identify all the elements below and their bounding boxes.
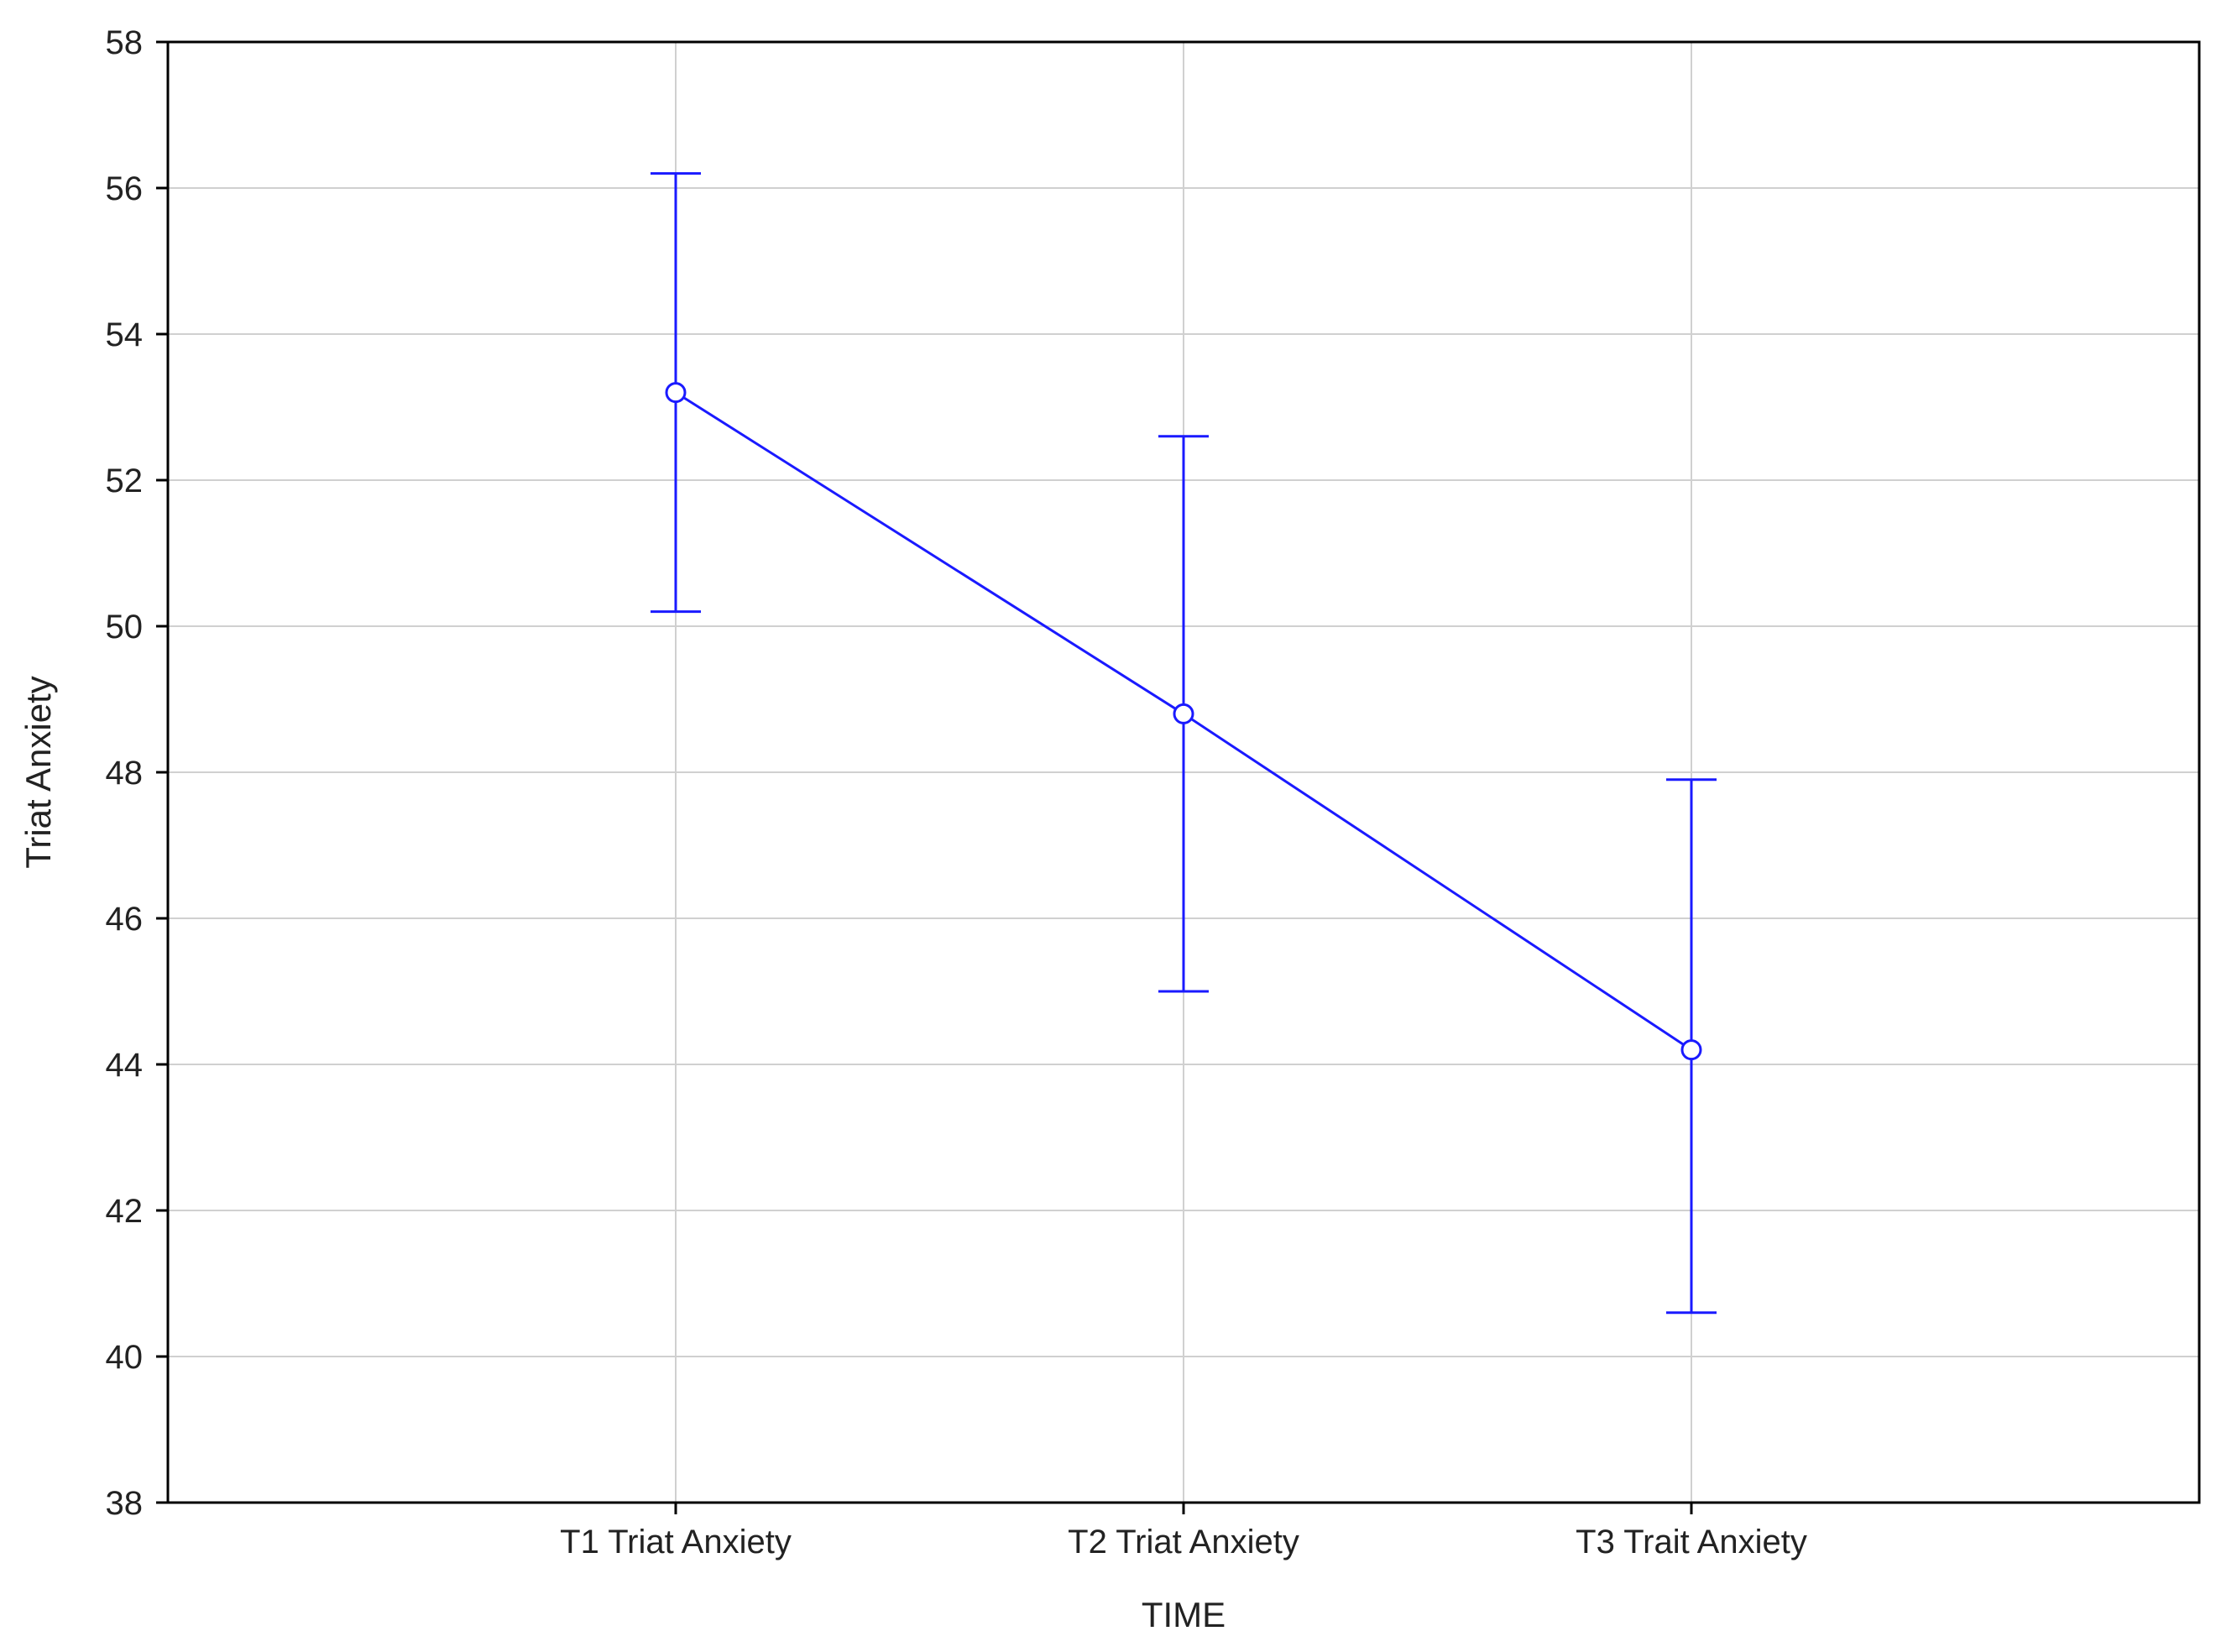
plot-frame <box>166 40 2201 1504</box>
y-tick-label: 40 <box>106 1339 144 1376</box>
y-axis-title: Triat Anxiety <box>18 676 58 869</box>
y-tick-label: 44 <box>106 1047 144 1084</box>
y-tick-label: 58 <box>106 24 144 61</box>
x-tick-label: T3 Trait Anxiety <box>1576 1524 1807 1561</box>
y-tick-label: 56 <box>106 170 144 207</box>
y-tick-label: 46 <box>106 901 144 938</box>
y-tick-label: 50 <box>106 609 144 646</box>
x-axis-title: TIME <box>1142 1595 1226 1634</box>
data-point <box>1680 1039 1702 1061</box>
x-axis-ticks: T1 Triat Anxiety T2 Triat Anxiety T3 Trait… <box>560 1503 1807 1561</box>
x-tick-label: T2 Triat Anxiety <box>1068 1524 1299 1561</box>
y-axis-ticks: 38 40 42 44 46 48 50 52 54 56 58 <box>106 24 168 1522</box>
y-tick-label: 52 <box>106 463 144 499</box>
y-tick-label: 38 <box>106 1485 144 1522</box>
y-tick-label: 48 <box>106 755 144 792</box>
data-point <box>665 382 687 404</box>
data-point <box>1173 703 1194 724</box>
y-tick-label: 42 <box>106 1193 144 1230</box>
y-tick-label: 54 <box>106 316 144 353</box>
x-tick-label: T1 Triat Anxiety <box>560 1524 792 1561</box>
series-layer <box>651 172 1717 1315</box>
